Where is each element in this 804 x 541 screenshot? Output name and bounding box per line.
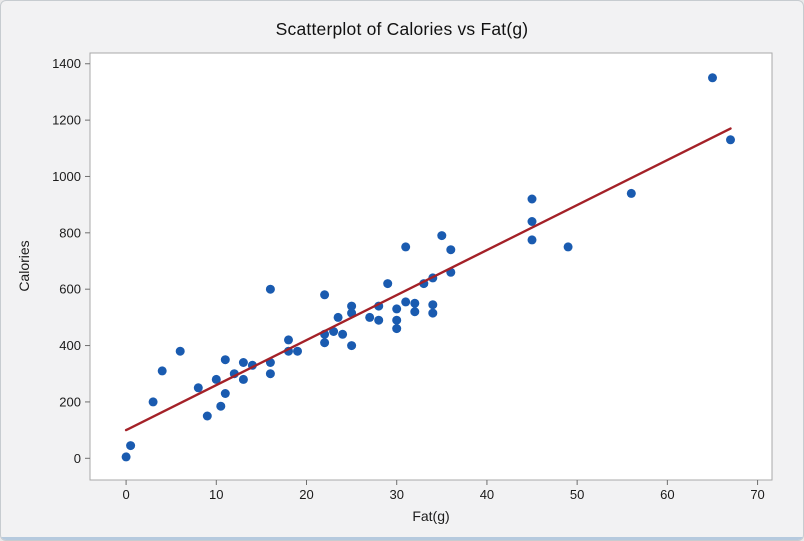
y-tick-label: 0	[74, 451, 81, 466]
data-point	[401, 242, 411, 252]
data-point	[446, 245, 456, 255]
y-tick-label: 1000	[52, 169, 81, 184]
data-point	[293, 346, 302, 356]
data-point	[437, 231, 447, 241]
y-tick-label: 1200	[52, 113, 81, 128]
x-tick-label: 30	[389, 487, 403, 502]
data-point	[320, 290, 330, 300]
x-axis-label: Fat(g)	[412, 508, 450, 524]
data-point	[265, 369, 275, 379]
data-point	[193, 383, 203, 393]
data-point	[563, 242, 573, 252]
data-point	[265, 284, 275, 294]
data-point	[347, 301, 357, 311]
data-point	[211, 374, 221, 384]
data-point	[401, 297, 411, 307]
data-point	[527, 217, 537, 226]
data-point	[121, 452, 131, 462]
data-point	[527, 194, 537, 204]
data-point	[126, 441, 136, 451]
data-point	[708, 73, 717, 83]
data-point	[338, 329, 348, 339]
y-tick-label: 800	[59, 225, 81, 240]
data-point	[392, 315, 402, 325]
data-point	[284, 335, 293, 345]
x-tick-label: 0	[122, 487, 129, 502]
chart-title: Scatterplot of Calories vs Fat(g)	[275, 19, 529, 39]
data-point	[527, 235, 537, 245]
x-tick-label: 60	[660, 487, 674, 502]
trend-line	[124, 127, 732, 432]
data-point	[329, 327, 339, 336]
data-point	[383, 279, 393, 289]
data-point	[365, 312, 375, 322]
data-point	[626, 188, 636, 198]
data-point	[428, 300, 438, 310]
data-point	[238, 374, 248, 384]
y-tick-label: 400	[59, 338, 81, 353]
data-point	[428, 308, 438, 318]
data-point	[347, 341, 357, 351]
y-tick-label: 1400	[52, 56, 81, 71]
x-tick-label: 70	[750, 487, 764, 502]
x-tick-label: 50	[570, 487, 584, 502]
data-point	[726, 135, 735, 145]
data-point	[320, 338, 330, 348]
data-point	[220, 389, 230, 398]
data-point	[238, 358, 248, 367]
data-point	[202, 411, 212, 421]
x-tick-label: 10	[209, 487, 223, 502]
data-point	[220, 355, 230, 365]
data-point	[374, 315, 384, 325]
data-point	[392, 304, 402, 314]
data-point	[216, 401, 226, 411]
y-tick-label: 200	[59, 394, 81, 409]
data-point	[148, 397, 158, 407]
y-tick-label: 600	[59, 282, 81, 297]
data-point	[157, 366, 167, 376]
data-point	[333, 312, 343, 322]
data-point	[410, 307, 420, 317]
window-bottom-edge	[1, 537, 803, 540]
data-point	[410, 298, 420, 308]
x-tick-label: 20	[299, 487, 313, 502]
x-tick-label: 40	[480, 487, 494, 502]
data-point	[175, 346, 185, 356]
data-point	[392, 324, 402, 334]
plot-area	[89, 52, 773, 481]
